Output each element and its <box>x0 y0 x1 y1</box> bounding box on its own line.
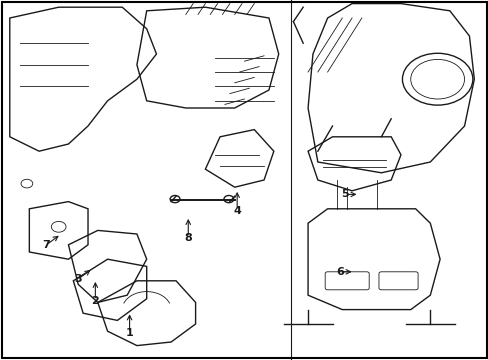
Text: 1: 1 <box>125 328 133 338</box>
Text: 5: 5 <box>340 189 348 199</box>
Text: 2: 2 <box>91 296 99 306</box>
Text: 3: 3 <box>74 274 82 284</box>
Text: 8: 8 <box>184 233 192 243</box>
Text: 7: 7 <box>42 240 50 250</box>
Text: 4: 4 <box>233 206 241 216</box>
Text: 6: 6 <box>335 267 343 277</box>
